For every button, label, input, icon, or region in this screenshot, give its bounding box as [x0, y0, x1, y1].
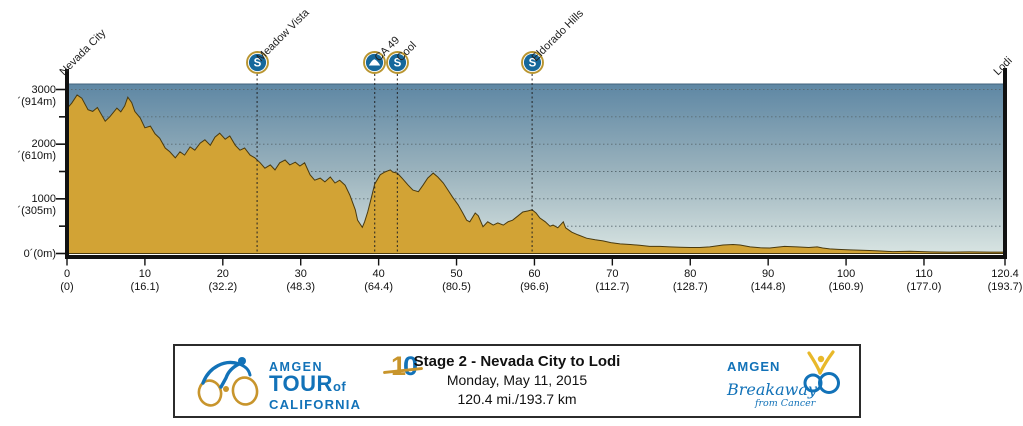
sprint-icon: S: [385, 50, 409, 74]
cyclist-icon: [197, 357, 259, 407]
atoc-california-wordmark: CALIFORNIA: [269, 397, 362, 412]
elevation-profile: [66, 94, 1006, 254]
y-axis-label: 2000´(610m): [17, 138, 56, 163]
stage-date: Monday, May 11, 2015: [446, 372, 588, 388]
amgen-tour-of-california-logo: AMGEN TOURof CALIFORNIA 10: [195, 351, 460, 412]
y-axis-label: 1000´(305m): [17, 192, 56, 217]
x-axis-label: 60 (96.6): [520, 268, 549, 293]
y-axis-label: 3000´(914m): [17, 83, 56, 108]
x-axis-label: 0 (0): [60, 268, 74, 293]
stage-info: Stage 2 - Nevada City to Lodi Monday, Ma…: [414, 352, 621, 409]
x-axis-label: 110 (177.0): [906, 268, 942, 293]
breakaway-figure-icon: [803, 350, 840, 394]
x-axis-label: 120.4 (193.7): [987, 268, 1023, 293]
x-axis-label: 40 (64.4): [364, 268, 393, 293]
sprint-icon: S: [245, 50, 269, 74]
x-axis-label: 100 (160.9): [828, 268, 864, 293]
svg-text:S: S: [393, 57, 401, 69]
bfc-from-cancer-wordmark: from Cancer: [755, 398, 816, 409]
tenth-anniversary-mark: 10: [382, 353, 424, 380]
stage-banner: AMGEN TOURof CALIFORNIA 10 Stage 2 - Nev…: [173, 344, 861, 418]
svg-text:S: S: [253, 57, 261, 69]
waypoint-label: Nevada City: [57, 27, 109, 78]
stage-title: Stage 2 - Nevada City to Lodi: [413, 353, 621, 370]
atoc-tour-wordmark: TOURof: [269, 371, 347, 396]
x-axis-label: 90 (144.8): [750, 268, 786, 293]
x-axis-label: 10 (16.1): [130, 268, 160, 293]
x-axis-label: 80 (128.7): [672, 268, 708, 293]
waypoint-label: Eldorado Hills: [529, 7, 587, 65]
stage-distance: 120.4 mi./193.7 km: [457, 391, 577, 407]
bfc-breakaway-wordmark: Breakaway: [727, 380, 817, 399]
atoc-amgen-wordmark: AMGEN: [269, 360, 324, 374]
breakaway-from-cancer-logo: AMGEN Breakaway from Cancer: [727, 350, 845, 412]
svg-text:S: S: [528, 57, 536, 69]
kom-icon: [363, 50, 387, 74]
x-axis-label: 50 (80.5): [442, 268, 471, 293]
finish-line: [1003, 68, 1007, 259]
x-axis: [65, 255, 1007, 259]
x-axis-label: 30 (48.3): [286, 268, 316, 293]
waypoint-label: Meadow Vista: [254, 6, 312, 65]
start-line: [65, 69, 69, 259]
x-axis-label: 20 (32.2): [208, 268, 238, 293]
bfc-amgen-wordmark: AMGEN: [727, 359, 781, 374]
waypoint-label: Lodi: [991, 54, 1015, 78]
y-axis-label: 0´(0m): [23, 247, 56, 260]
sprint-icon: S: [520, 50, 544, 74]
x-axis-label: 70 (112.7): [595, 268, 630, 293]
